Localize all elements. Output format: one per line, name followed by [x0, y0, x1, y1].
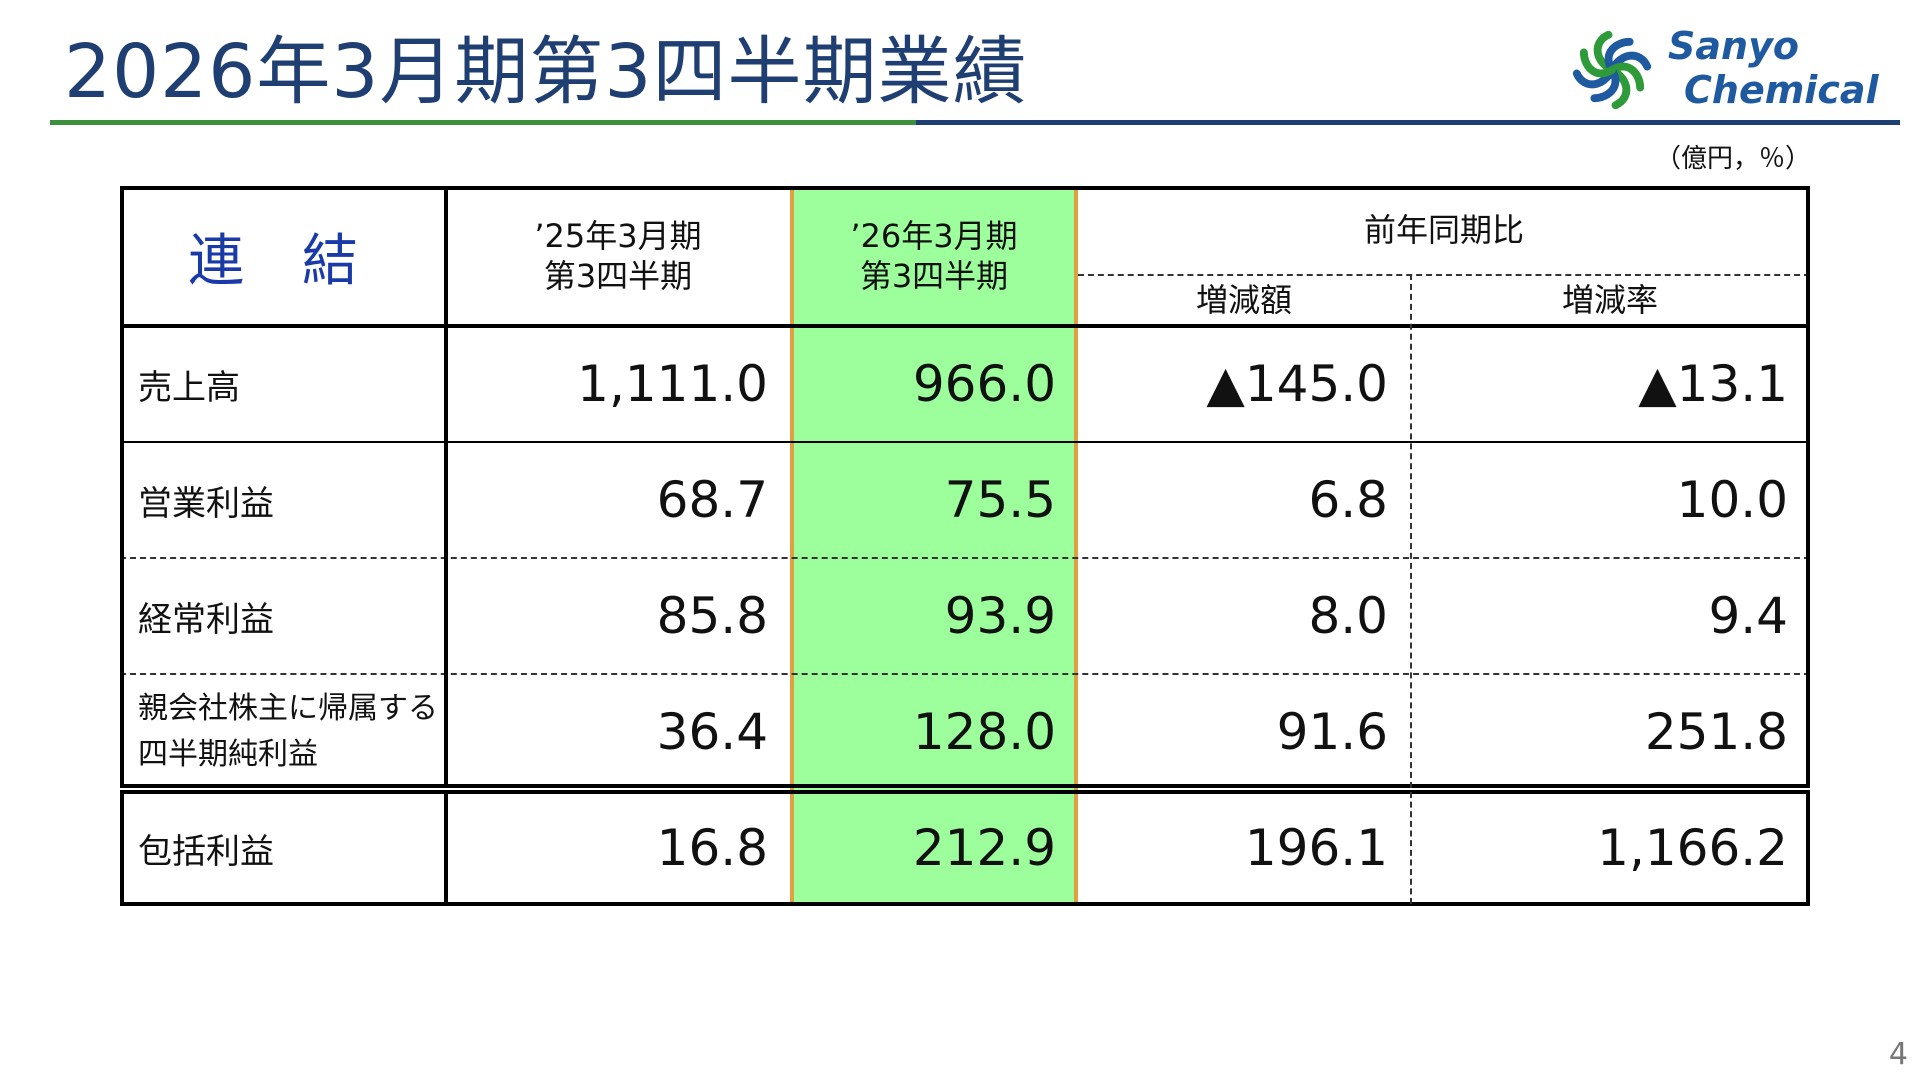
value-comprehensive-curr: 212.9 — [912, 819, 1056, 877]
current-period-highlight — [790, 186, 1078, 790]
value-ordinary-rate: 9.4 — [1708, 587, 1788, 645]
value-comprehensive-prev: 16.8 — [656, 819, 768, 877]
title-underline-green — [50, 120, 916, 125]
table-border-right — [1806, 186, 1810, 788]
yoy-divider — [1078, 274, 1810, 276]
yoy-column-divider-comp — [1410, 792, 1412, 904]
header-curr-period: ’26年3月期 第3四半期 — [790, 186, 1078, 326]
header-curr-line2: 第3四半期 — [859, 257, 1009, 295]
value-ordinary-curr: 93.9 — [944, 587, 1056, 645]
header-yoy: 前年同期比 — [1363, 211, 1524, 249]
yoy-column-divider — [1410, 274, 1412, 788]
comprehensive-top — [120, 790, 1810, 794]
table-border-left-comp — [120, 790, 124, 906]
table-border-top — [120, 186, 1810, 190]
value-sales-rate: ▲13.1 — [1638, 355, 1788, 413]
value-ordinary-diff: 8.0 — [1308, 587, 1388, 645]
header-prev-line1: ’25年3月期 — [534, 217, 702, 255]
row-label-sales: 売上高 — [138, 367, 240, 408]
header-prev-line2: 第3四半期 — [543, 257, 693, 295]
current-period-highlight-comprehensive — [790, 790, 1078, 904]
row-label-net-income: 親会社株主に帰属する 四半期純利益 — [120, 674, 446, 790]
header-yoy-rate: 増減率 — [1561, 281, 1658, 319]
value-ordinary-prev: 85.8 — [656, 587, 768, 645]
row-label-operating-income: 営業利益 — [138, 483, 274, 524]
table-corner-label: 連 結 — [188, 228, 378, 294]
table-border-left — [120, 186, 124, 788]
row-label-net-income-line2: 四半期純利益 — [138, 737, 318, 772]
row-divider-3 — [120, 673, 1810, 675]
table-border-right-comp — [1806, 790, 1810, 906]
header-yoy-diff: 増減額 — [1195, 281, 1292, 319]
unit-label: （億円，％） — [1655, 144, 1812, 174]
value-operating-curr: 75.5 — [944, 471, 1056, 529]
results-table: 連 結 ’25年3月期 第3四半期 ’26年3月期 第3四半期 前年同期比 増減… — [120, 186, 1810, 906]
value-net-curr: 128.0 — [912, 703, 1056, 761]
value-operating-prev: 68.7 — [656, 471, 768, 529]
header-curr-line1: ’26年3月期 — [850, 217, 1018, 255]
row-divider-2 — [120, 557, 1810, 559]
value-sales-diff: ▲145.0 — [1206, 355, 1388, 413]
value-net-diff: 91.6 — [1276, 703, 1388, 761]
row-label-comprehensive-income: 包括利益 — [138, 831, 274, 872]
header-bottom-border — [120, 324, 1810, 328]
row-divider-1 — [120, 441, 1810, 443]
sanyo-logo-icon — [1572, 30, 1652, 110]
value-operating-rate: 10.0 — [1676, 471, 1788, 529]
value-sales-curr: 966.0 — [912, 355, 1056, 413]
label-column-border — [444, 186, 448, 788]
value-sales-prev: 1,111.0 — [577, 355, 768, 413]
value-net-prev: 36.4 — [656, 703, 768, 761]
value-comprehensive-rate: 1,166.2 — [1597, 819, 1788, 877]
company-logo: Sanyo Chemical — [1568, 24, 1888, 114]
main-table-bottom — [120, 784, 1810, 788]
row-label-net-income-line1: 親会社株主に帰属する — [138, 691, 438, 726]
page-number: 4 — [1888, 1037, 1908, 1072]
page-title: 2026年3月期第3四半期業績 — [64, 29, 1028, 115]
table-border-bottom — [120, 902, 1810, 906]
label-column-border-comp — [444, 790, 448, 906]
value-comprehensive-diff: 196.1 — [1244, 819, 1388, 877]
row-label-ordinary-income: 経常利益 — [138, 599, 274, 640]
title-underline-blue — [916, 120, 1900, 125]
header-prev-period: ’25年3月期 第3四半期 — [446, 186, 790, 326]
logo-text-sanyo: Sanyo — [1668, 24, 1799, 68]
logo-text-chemical: Chemical — [1684, 68, 1879, 112]
value-operating-diff: 6.8 — [1308, 471, 1388, 529]
value-net-rate: 251.8 — [1644, 703, 1788, 761]
